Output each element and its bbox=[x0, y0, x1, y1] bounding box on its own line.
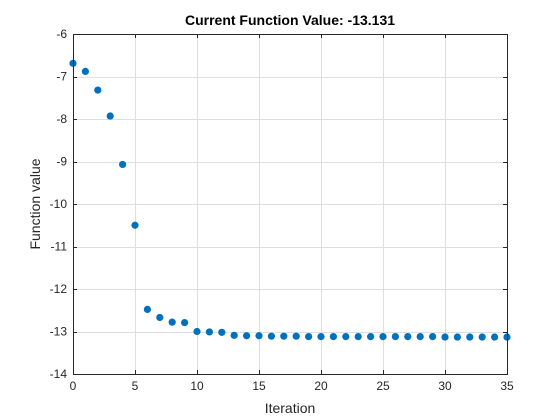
data-point bbox=[205, 328, 213, 336]
data-point bbox=[119, 160, 127, 169]
data-point bbox=[168, 318, 176, 326]
data-point bbox=[292, 332, 300, 340]
axis-ticks: 0 5 10 15 20 25 30 35 -14 -13 -12 -11 -10 -9 -8 -7 -6 bbox=[50, 27, 514, 393]
data-point bbox=[267, 332, 275, 340]
x-tick-label: 30 bbox=[438, 379, 452, 393]
data-point bbox=[280, 332, 288, 340]
data-point bbox=[391, 333, 399, 341]
data-point bbox=[478, 333, 486, 341]
chart-title: Current Function Value: -13.131 bbox=[185, 12, 395, 28]
x-tick-label: 0 bbox=[70, 379, 77, 393]
y-axis-label: Function value bbox=[27, 158, 43, 249]
y-tick-label: -11 bbox=[51, 240, 68, 254]
y-tick-label: -13 bbox=[50, 325, 68, 339]
y-tick-label: -10 bbox=[50, 197, 68, 211]
data-point bbox=[243, 332, 251, 340]
data-point bbox=[131, 221, 139, 229]
y-tick-label: -6 bbox=[56, 27, 67, 41]
x-tick-label: 20 bbox=[314, 379, 328, 393]
data-point bbox=[143, 305, 151, 313]
y-tick-label: -8 bbox=[56, 112, 67, 126]
x-axis-label: Iteration bbox=[265, 400, 316, 416]
data-point bbox=[441, 333, 449, 341]
data-point bbox=[329, 333, 337, 341]
data-point bbox=[342, 333, 350, 341]
data-point bbox=[466, 333, 474, 341]
x-tick-label: 15 bbox=[252, 379, 266, 393]
data-point bbox=[156, 313, 164, 322]
data-point bbox=[453, 333, 461, 341]
y-tick-label: -14 bbox=[50, 367, 68, 381]
data-point bbox=[317, 333, 325, 341]
y-tick-label: -9 bbox=[56, 155, 67, 169]
data-point bbox=[193, 327, 201, 336]
x-tick-label: 10 bbox=[190, 379, 204, 393]
data-point bbox=[404, 333, 412, 341]
data-point bbox=[255, 332, 263, 340]
data-point bbox=[354, 333, 362, 341]
data-point bbox=[230, 331, 238, 339]
data-point bbox=[367, 333, 375, 341]
data-point bbox=[218, 328, 226, 336]
data-series bbox=[69, 59, 511, 341]
x-tick-label: 5 bbox=[132, 379, 139, 393]
data-point bbox=[81, 67, 89, 75]
data-point bbox=[429, 333, 437, 341]
data-point bbox=[94, 86, 102, 94]
x-tick-label: 35 bbox=[500, 379, 514, 393]
data-point bbox=[491, 333, 499, 341]
plot-axes: 0 5 10 15 20 25 30 35 -14 -13 -12 -11 -10 -9 -8 -7 -6 bbox=[50, 27, 514, 393]
x-tick-label: 25 bbox=[376, 379, 390, 393]
y-tick-label: -7 bbox=[56, 70, 67, 84]
y-tick-label: -12 bbox=[50, 282, 68, 296]
data-point bbox=[416, 333, 424, 341]
data-point bbox=[181, 318, 189, 327]
data-point bbox=[379, 333, 387, 341]
data-point bbox=[305, 333, 313, 341]
data-point bbox=[106, 112, 114, 120]
